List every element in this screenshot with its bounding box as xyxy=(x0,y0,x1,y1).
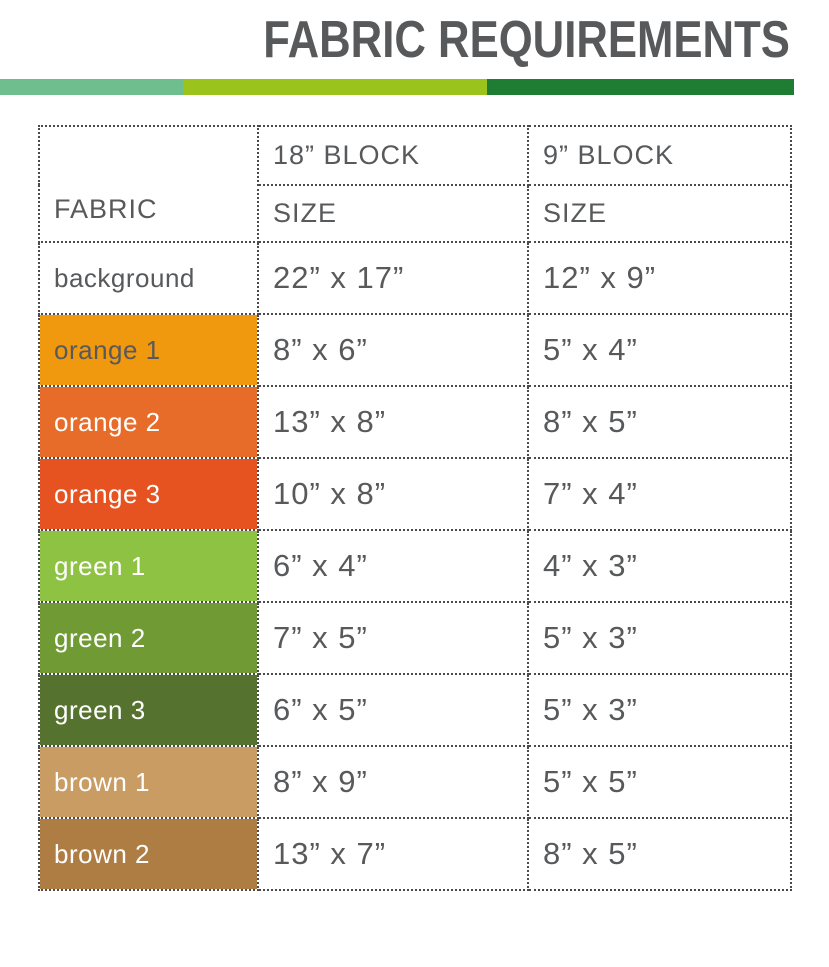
fabric-swatch-orange-1: orange 1 xyxy=(38,313,259,387)
size-18-cell: 7” x 5” xyxy=(257,601,529,675)
header-9-size: SIZE xyxy=(527,184,792,243)
size-9-cell: 5” x 5” xyxy=(527,745,792,819)
size-9-cell: 4” x 3” xyxy=(527,529,792,603)
accent-bar xyxy=(0,79,794,95)
table-header-row-size: SIZE SIZE xyxy=(39,184,792,243)
fabric-swatch-orange-3: orange 3 xyxy=(38,457,259,531)
table-row-background: background 22” x 17” 12” x 9” xyxy=(38,241,792,315)
size-9-cell: 5” x 3” xyxy=(527,601,792,675)
size-18-cell: 6” x 5” xyxy=(257,673,529,747)
header-18-block: 18” BLOCK xyxy=(257,125,529,186)
size-9-cell: 12” x 9” xyxy=(527,241,792,315)
header-9-block: 9” BLOCK xyxy=(527,125,792,186)
size-9-cell: 5” x 3” xyxy=(527,673,792,747)
accent-bar-segment-forest xyxy=(487,79,794,95)
table-header-row-block: FABRIC 18” BLOCK 9” BLOCK xyxy=(38,125,792,243)
size-18-cell: 13” x 8” xyxy=(257,385,529,459)
fabric-label-background: background xyxy=(38,241,259,315)
fabric-swatch-green-3: green 3 xyxy=(38,673,259,747)
table-row-green-1: green 1 6” x 4” 4” x 3” xyxy=(38,529,792,603)
size-18-cell: 8” x 6” xyxy=(257,313,529,387)
fabric-swatch-brown-1: brown 1 xyxy=(38,745,259,819)
header-18-size: SIZE xyxy=(257,184,529,243)
size-9-cell: 7” x 4” xyxy=(527,457,792,531)
size-18-cell: 22” x 17” xyxy=(257,241,529,315)
page-header: FABRIC REQUIREMENTS xyxy=(0,14,790,66)
fabric-swatch-brown-2: brown 2 xyxy=(38,817,259,891)
accent-bar-segment-sage xyxy=(0,79,183,95)
table-row-brown-2: brown 2 13” x 7” 8” x 5” xyxy=(38,817,792,891)
header-fabric: FABRIC xyxy=(38,125,259,243)
table-row-orange-3: orange 3 10” x 8” 7” x 4” xyxy=(38,457,792,531)
size-18-cell: 8” x 9” xyxy=(257,745,529,819)
fabric-swatch-green-1: green 1 xyxy=(38,529,259,603)
table-row-green-2: green 2 7” x 5” 5” x 3” xyxy=(38,601,792,675)
table-row-brown-1: brown 1 8” x 9” 5” x 5” xyxy=(38,745,792,819)
size-18-cell: 13” x 7” xyxy=(257,817,529,891)
fabric-swatch-orange-2: orange 2 xyxy=(38,385,259,459)
fabric-swatch-green-2: green 2 xyxy=(38,601,259,675)
size-9-cell: 8” x 5” xyxy=(527,817,792,891)
table-row-orange-2: orange 2 13” x 8” 8” x 5” xyxy=(38,385,792,459)
fabric-requirements-table: FABRIC 18” BLOCK 9” BLOCK SIZE SIZE back… xyxy=(38,125,792,891)
size-9-cell: 8” x 5” xyxy=(527,385,792,459)
size-18-cell: 6” x 4” xyxy=(257,529,529,603)
accent-bar-segment-lime xyxy=(183,79,487,95)
table-row-green-3: green 3 6” x 5” 5” x 3” xyxy=(38,673,792,747)
page-title: FABRIC REQUIREMENTS xyxy=(263,11,790,69)
size-9-cell: 5” x 4” xyxy=(527,313,792,387)
size-18-cell: 10” x 8” xyxy=(257,457,529,531)
table-row-orange-1: orange 1 8” x 6” 5” x 4” xyxy=(38,313,792,387)
